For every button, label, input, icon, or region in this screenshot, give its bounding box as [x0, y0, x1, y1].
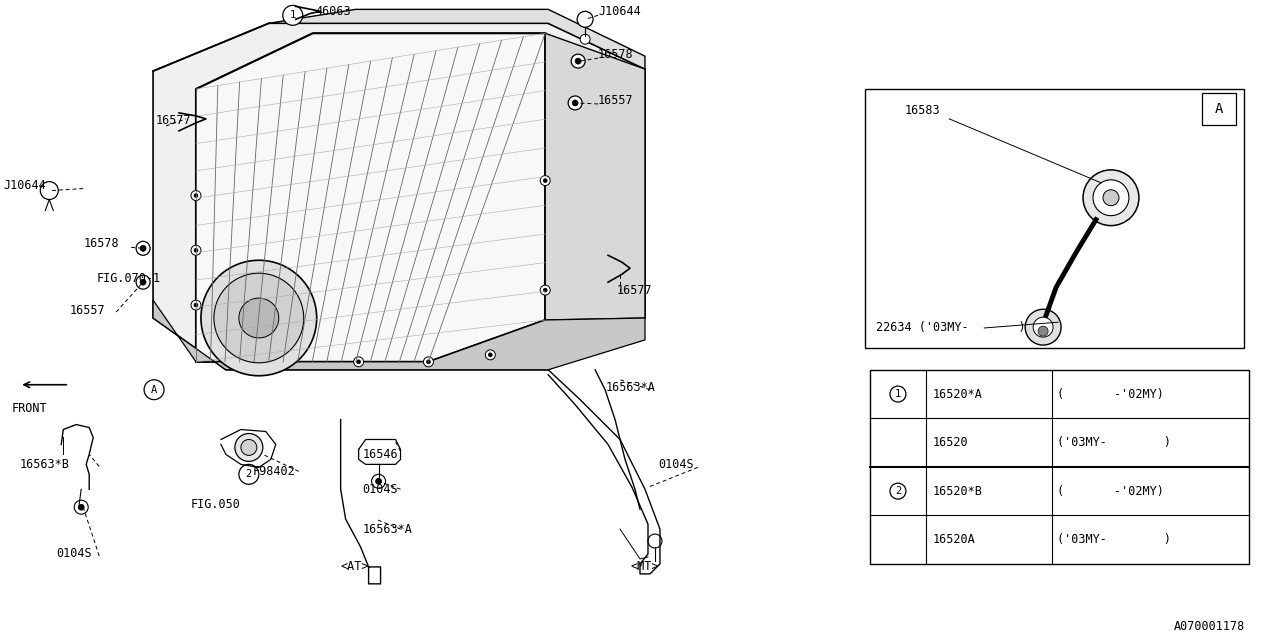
Bar [864, 89, 1244, 348]
Circle shape [1093, 180, 1129, 216]
Circle shape [1038, 326, 1048, 336]
Circle shape [140, 279, 146, 285]
Circle shape [201, 260, 316, 376]
Text: 22634 ('03MY-       ): 22634 ('03MY- ) [877, 321, 1027, 335]
Text: 16557: 16557 [598, 95, 634, 108]
Circle shape [1083, 170, 1139, 226]
Text: 2: 2 [895, 486, 901, 496]
Text: 16578: 16578 [598, 47, 634, 61]
Circle shape [357, 360, 361, 364]
Circle shape [580, 35, 590, 44]
Text: 16520*B: 16520*B [932, 484, 982, 498]
Circle shape [571, 54, 585, 68]
Text: 16546: 16546 [362, 448, 398, 461]
Circle shape [540, 175, 550, 186]
Text: 16563*A: 16563*A [362, 523, 412, 536]
Circle shape [136, 275, 150, 289]
Circle shape [40, 182, 59, 200]
Circle shape [236, 433, 262, 461]
Text: 1: 1 [895, 389, 901, 399]
Circle shape [568, 96, 582, 110]
Text: 16520A: 16520A [932, 533, 975, 546]
Circle shape [540, 285, 550, 295]
Text: J10644: J10644 [598, 5, 641, 18]
Circle shape [195, 193, 198, 198]
Circle shape [572, 100, 579, 106]
Text: 16583: 16583 [905, 104, 940, 117]
Circle shape [191, 300, 201, 310]
Text: 46063: 46063 [316, 5, 351, 18]
Circle shape [1025, 309, 1061, 345]
Text: 16577: 16577 [617, 284, 653, 296]
Circle shape [543, 288, 548, 292]
Text: FRONT: FRONT [12, 402, 47, 415]
Circle shape [1033, 317, 1053, 337]
Bar [869, 370, 1249, 564]
Circle shape [353, 357, 364, 367]
Circle shape [191, 191, 201, 200]
Polygon shape [196, 33, 545, 362]
Circle shape [214, 273, 303, 363]
Circle shape [74, 500, 88, 514]
Circle shape [140, 245, 146, 252]
Polygon shape [545, 33, 645, 320]
Circle shape [489, 353, 493, 357]
Circle shape [577, 12, 593, 28]
Polygon shape [154, 23, 645, 370]
Circle shape [890, 386, 906, 402]
Circle shape [648, 534, 662, 548]
Text: 1: 1 [289, 10, 296, 20]
Bar [1202, 93, 1235, 125]
Text: 0104S: 0104S [658, 458, 694, 471]
Text: 16577: 16577 [156, 115, 192, 127]
Polygon shape [154, 300, 645, 370]
Text: A: A [151, 385, 157, 395]
Circle shape [371, 474, 385, 488]
Text: (       -'02MY): ( -'02MY) [1057, 388, 1165, 401]
Text: <MT>: <MT> [630, 561, 658, 573]
Circle shape [375, 478, 381, 484]
Polygon shape [269, 10, 645, 69]
Circle shape [195, 248, 198, 252]
Text: 16520: 16520 [932, 436, 968, 449]
Circle shape [239, 465, 259, 484]
Circle shape [283, 5, 303, 26]
Circle shape [78, 504, 84, 510]
Text: FIG.070-1: FIG.070-1 [96, 272, 160, 285]
Text: 16520*A: 16520*A [932, 388, 982, 401]
Circle shape [1103, 190, 1119, 205]
Circle shape [426, 360, 430, 364]
Text: 16563*B: 16563*B [19, 458, 69, 471]
Circle shape [424, 357, 434, 367]
Text: ('03MY-        ): ('03MY- ) [1057, 533, 1171, 546]
Text: 0104S: 0104S [56, 547, 92, 561]
Text: (       -'02MY): ( -'02MY) [1057, 484, 1165, 498]
Text: A: A [1215, 102, 1222, 116]
Circle shape [485, 350, 495, 360]
Text: A070001178: A070001178 [1174, 620, 1245, 633]
Circle shape [239, 298, 279, 338]
Text: 2: 2 [246, 469, 252, 479]
Circle shape [136, 241, 150, 255]
Circle shape [195, 303, 198, 307]
Circle shape [543, 179, 548, 182]
Text: 16557: 16557 [69, 303, 105, 317]
Circle shape [575, 58, 581, 64]
Text: 16563*A: 16563*A [605, 381, 655, 394]
Circle shape [241, 440, 257, 456]
Text: J10644: J10644 [4, 179, 46, 192]
Text: <AT>: <AT> [340, 561, 369, 573]
Text: 0104S: 0104S [362, 483, 398, 496]
Circle shape [890, 483, 906, 499]
Text: 16578: 16578 [83, 237, 119, 250]
Circle shape [145, 380, 164, 399]
Text: F98402: F98402 [253, 465, 296, 478]
Circle shape [191, 245, 201, 255]
Text: FIG.050: FIG.050 [191, 498, 241, 511]
Text: ('03MY-        ): ('03MY- ) [1057, 436, 1171, 449]
